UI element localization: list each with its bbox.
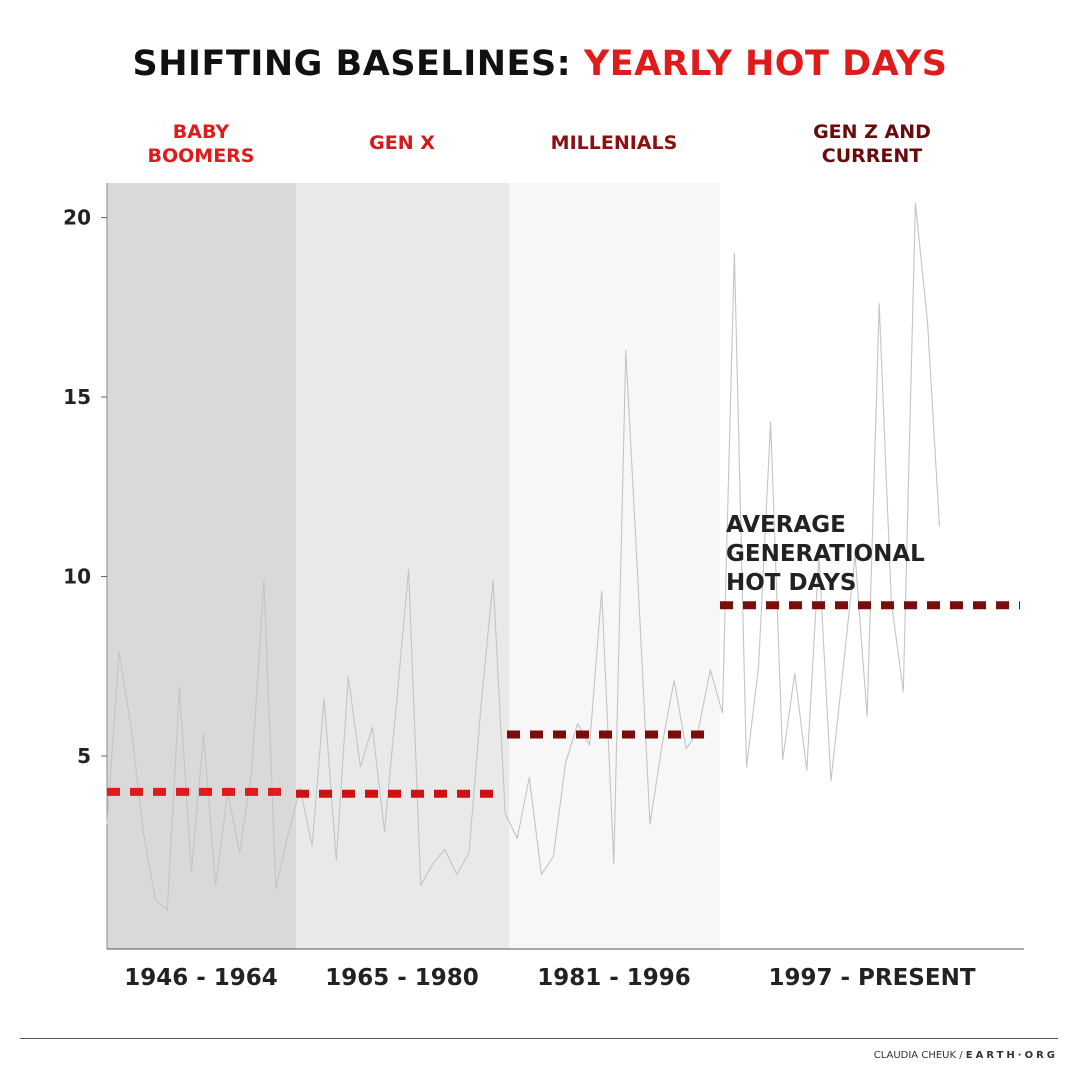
generation-name: BABY [173,121,230,143]
generation-band [107,183,296,949]
annotation-line: AVERAGE [726,512,846,538]
y-tick-label: 15 [63,385,91,409]
generation-name: MILLENIALS [551,132,678,154]
annotation-line: GENERATIONAL [726,541,925,567]
generation-range-label: 1946 - 1964 [124,965,278,991]
footer-author: CLAUDIA CHEUK [873,1050,957,1061]
footer-divider [20,1038,1058,1039]
generation-range-label: 1981 - 1996 [537,965,691,991]
footer-separator: / [956,1050,966,1061]
y-tick-label: 5 [77,744,91,768]
average-annotation: AVERAGE GENERATIONAL HOT DAYS [726,512,925,596]
series-line [106,202,941,911]
generation-name: GEN X [369,132,435,154]
y-tick-label: 20 [63,206,91,230]
generation-band [296,183,509,949]
y-tick-label: 10 [63,565,91,589]
chart-title: SHIFTING BASELINES: YEARLY HOT DAYS [0,44,1080,84]
footer-credit: CLAUDIA CHEUK / EARTH·ORG [874,1050,1058,1061]
generation-name: CURRENT [822,145,923,167]
chart-axes: 5 10 15 20 [63,183,1024,950]
yearly-hot-days-series [106,202,941,911]
generation-name: GEN Z AND [813,121,931,143]
generation-range-label: 1965 - 1980 [325,965,479,991]
chart-title-prefix: SHIFTING BASELINES: [132,44,584,84]
chart-title-highlight: YEARLY HOT DAYS [583,44,948,84]
generation-averages [107,601,1020,798]
generation-name: BOOMERS [148,145,255,167]
footer-brand: EARTH·ORG [965,1050,1058,1061]
annotation-line: HOT DAYS [726,570,856,596]
generation-range-label: 1997 - PRESENT [768,965,975,991]
